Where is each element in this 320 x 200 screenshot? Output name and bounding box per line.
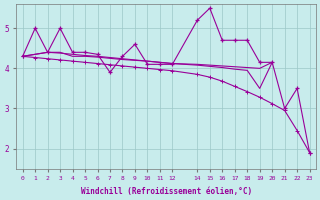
X-axis label: Windchill (Refroidissement éolien,°C): Windchill (Refroidissement éolien,°C) — [81, 187, 252, 196]
